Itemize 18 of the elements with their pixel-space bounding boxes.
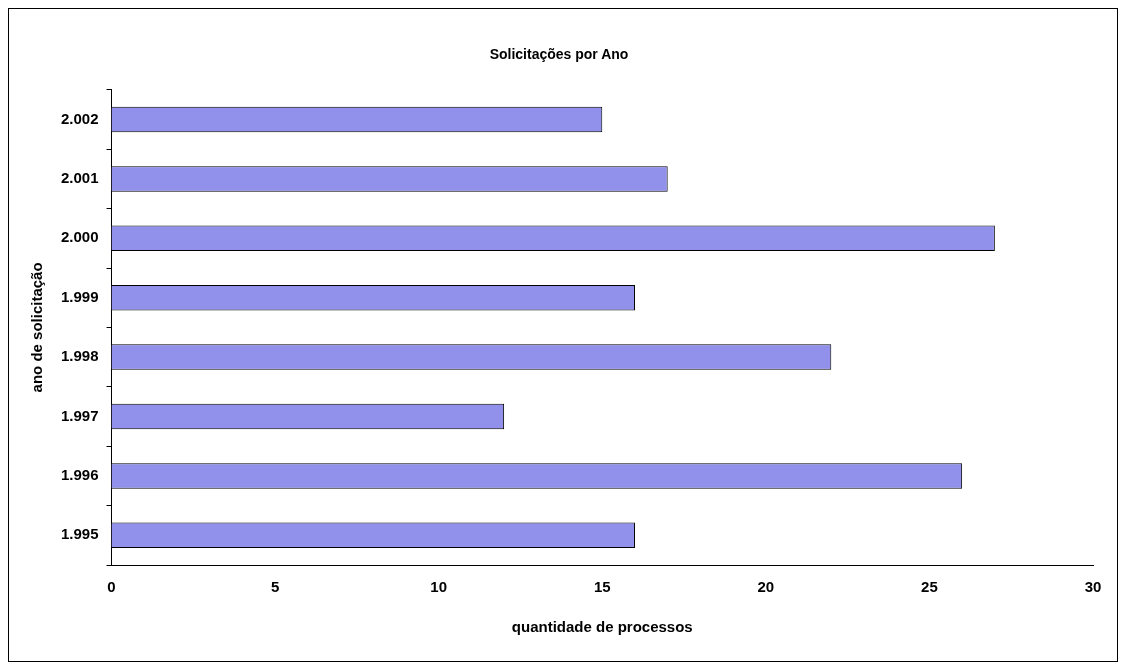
x-tick-label: 15: [593, 578, 611, 596]
y-tick-label: 2.001: [60, 169, 99, 187]
x-tick-label: 0: [107, 578, 116, 596]
x-tick-label: 30: [1084, 578, 1102, 596]
x-axis-title: quantidade de processos: [511, 618, 693, 636]
x-tick-label: 5: [270, 578, 280, 596]
y-tick-label: 1.995: [60, 525, 99, 543]
x-tick-label: 25: [921, 578, 938, 596]
y-axis-title: ano de solicitação: [28, 262, 46, 393]
y-tick-label: 1.996: [60, 466, 99, 484]
x-tick-label: 10: [430, 578, 448, 596]
chart-title: Solicitações por Ano: [489, 46, 629, 63]
y-tick-label: 2.002: [60, 109, 99, 127]
y-tick-label: 2.000: [60, 228, 99, 246]
y-tick-label: 1.999: [60, 287, 99, 305]
y-tick-label: 1.997: [60, 406, 99, 424]
y-tick-label: 1.998: [60, 347, 99, 365]
x-tick-label: 20: [757, 578, 775, 596]
